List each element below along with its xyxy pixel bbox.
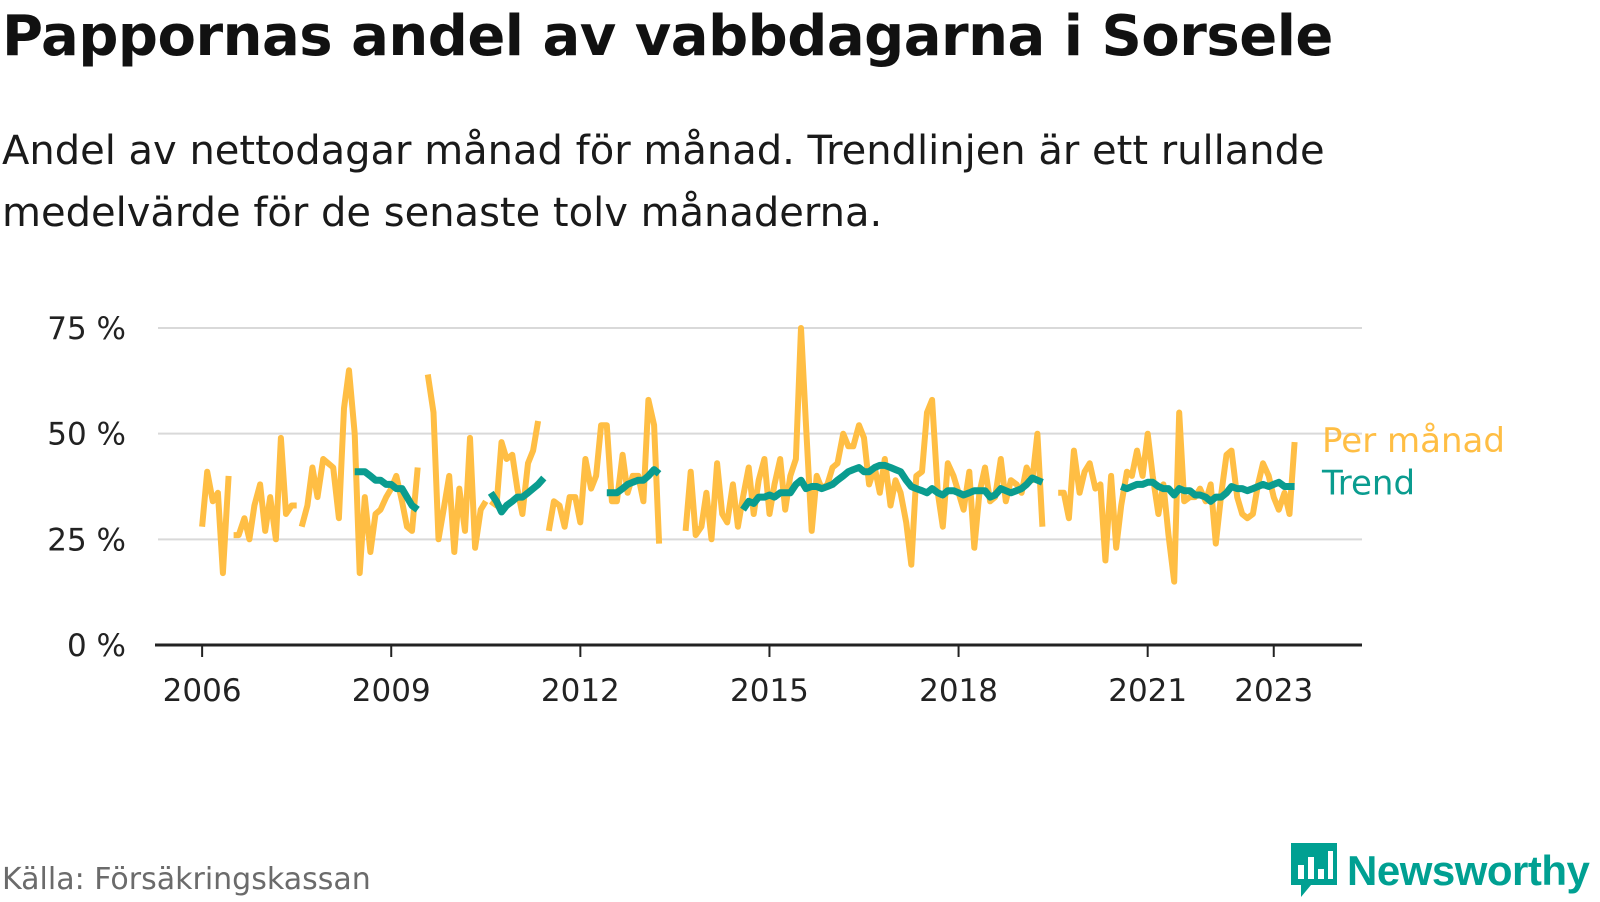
x-tick-label: 2021: [1108, 673, 1187, 709]
series-lines: [199, 325, 1298, 585]
brand-name: Newsworthy: [1347, 847, 1590, 894]
line-chart: 0 % 25 % 50 % 75 % 2006 2009 2012 2015 2018 2021 2…: [47, 311, 1505, 709]
monthly-line-segment-2: [298, 367, 421, 577]
x-tick-label: 2023: [1234, 673, 1313, 709]
source-note: Källa: Försäkringskassan: [2, 862, 371, 897]
x-tick-label: 2015: [730, 673, 809, 709]
y-tick-label: 75 %: [47, 311, 126, 347]
x-tick-label: 2006: [163, 673, 242, 709]
y-tick-label: 25 %: [47, 522, 126, 558]
monthly-line-segment-3: [424, 374, 489, 555]
x-tick-label: 2018: [919, 673, 998, 709]
monthly-line-segment-5: [545, 396, 663, 544]
monthly-line-segment-4: [489, 420, 542, 517]
trend-line-segment-1: [487, 475, 547, 516]
y-tick-label: 50 %: [47, 417, 126, 453]
trend-line-segment-2: [606, 466, 662, 497]
newsworthy-logo: Newsworthy: [1289, 840, 1590, 902]
axes: 0 % 25 % 50 % 75 % 2006 2009 2012 2015 2018 2021 2…: [47, 311, 1362, 709]
chart-title: Pappornas andel av vabbdagarna i Sorsele: [2, 4, 1333, 69]
newsworthy-logo-icon: [1291, 843, 1337, 897]
legend-trend: Trend: [1321, 463, 1415, 503]
chart-subtitle: Andel av nettodagar månad för månad. Tre…: [2, 128, 1325, 236]
monthly-line-segment-0: [199, 468, 232, 577]
monthly-line-segment-6: [682, 325, 1046, 568]
x-tick-label: 2012: [541, 673, 620, 709]
legend-per-manad: Per månad: [1322, 421, 1505, 461]
x-tick-label: 2009: [352, 673, 431, 709]
trend-line-segment-3: [740, 461, 1044, 512]
trend-line-segment-0: [354, 468, 420, 513]
y-tick-label: 0 %: [67, 628, 126, 664]
trend-line-segment-4: [1119, 478, 1295, 505]
monthly-line-segment-1: [233, 434, 297, 543]
